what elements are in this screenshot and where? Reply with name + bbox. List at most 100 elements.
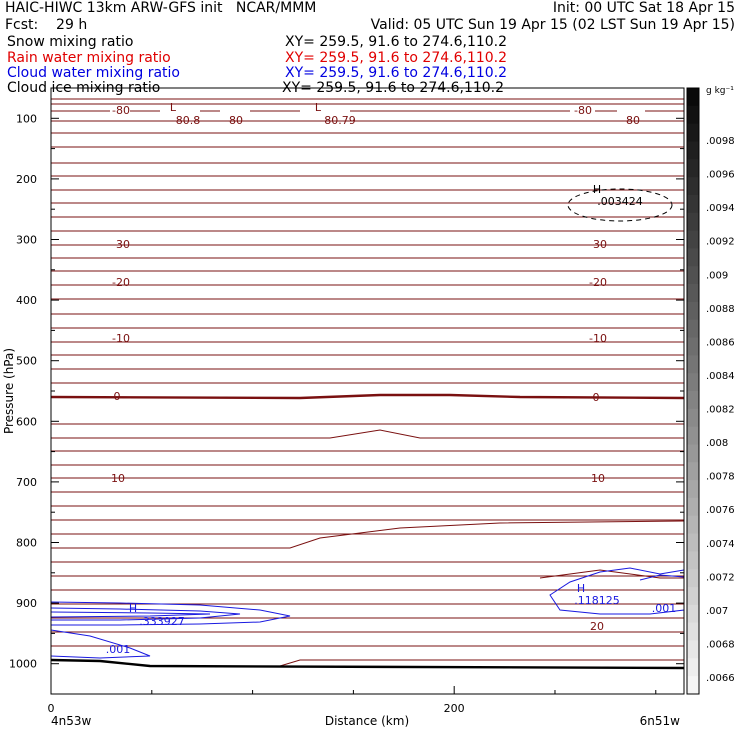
cloud-water-contour-line (50, 601, 291, 626)
colorbar-swatch (687, 676, 699, 695)
colorbar-swatch (687, 230, 699, 249)
colorbar-tick-label: .008 (706, 438, 728, 449)
cloud-water-contour-line (50, 611, 211, 618)
cloud-water-max-marker: H (129, 602, 137, 615)
cloud-water-contours (50, 188, 685, 659)
colorbar-swatch (687, 159, 699, 178)
colorbar-tick-label: .0082 (706, 405, 735, 416)
y-tick-label: 500 (16, 355, 37, 368)
y-tick-label: 300 (16, 234, 37, 247)
colorbar-swatch (687, 177, 699, 196)
freezing-level-line (50, 393, 685, 400)
contour-labels: -80-80-80-80-30 -30-20 -20-10 -100 010 1020L-… (106, 101, 677, 656)
init-time: Init: 00 UTC Sat 18 Apr 15 (552, 0, 735, 16)
temperature-label: -30 (112, 238, 130, 251)
colorbar-swatch (687, 444, 699, 463)
cloud-ice-max-marker: H (593, 183, 601, 196)
cloud-water-contour-line (50, 607, 241, 621)
temperature-label: 10 (591, 472, 605, 485)
colorbar-swatch (687, 88, 699, 107)
x-left-endpoint: 4n53w (51, 714, 92, 728)
colorbar-swatch (687, 319, 699, 339)
snow-field-xy: XY= 259.5, 91.6 to 274.6,110.2 (285, 34, 508, 50)
x-tick-label: 0 (48, 702, 55, 715)
colorbar-frame (686, 87, 700, 695)
x-right-endpoint: 6n51w (640, 714, 681, 728)
colorbar-tick-label: .0078 (706, 472, 735, 483)
temperature-label: -80 (112, 104, 130, 117)
cloud-water-contour-line (639, 574, 685, 581)
colorbar-swatch (687, 301, 699, 321)
colorbar-swatch (687, 569, 699, 588)
colorbar-swatch (687, 337, 699, 356)
colorbar-swatch (687, 266, 699, 285)
temperature-label: 20 (590, 620, 604, 633)
cloud-water-field-name: Cloud water mixing ratio (7, 65, 180, 81)
terrain-line (50, 658, 685, 670)
colorbar-tick-label: .0072 (706, 572, 735, 583)
y-axis-title: Pressure (hPa) (2, 348, 16, 434)
x-axis-title: Distance (km) (325, 714, 409, 728)
colorbar-swatch (687, 194, 699, 214)
temperature-label: -80 (622, 114, 640, 127)
colorbar-swatch (687, 533, 699, 552)
model-title: HAIC-HIWC 13km ARW-GFS init NCAR/MMM (5, 0, 317, 16)
colorbar-swatch (687, 105, 699, 125)
y-tick-label: 200 (16, 173, 37, 186)
y-tick-label: 1000 (9, 658, 37, 671)
colorbar-tick-label: .0096 (706, 170, 735, 181)
colorbar-tick-label: .0094 (706, 203, 735, 214)
colorbar-tick-label: .0068 (706, 639, 735, 650)
colorbar-tick-label: .0092 (706, 237, 735, 248)
colorbar-swatch (687, 123, 699, 142)
cloud-water-field-xy: XY= 259.5, 91.6 to 274.6,110.2 (285, 65, 508, 81)
colorbar-swatch (687, 212, 699, 232)
temperature-label: -10 (112, 332, 130, 345)
cloud-water-max-marker: H (577, 582, 585, 595)
temperature-label: -20 (589, 276, 607, 289)
colorbar-tick-label: .0088 (706, 304, 735, 315)
rain-field-name: Rain water mixing ratio (7, 50, 171, 66)
y-tick-label: 900 (16, 597, 37, 610)
colorbar-swatch (687, 391, 699, 410)
colorbar-tick-label: .0076 (706, 505, 735, 516)
colorbar-tick-label: .0074 (706, 539, 735, 550)
y-tick-label: 700 (16, 476, 37, 489)
valid-time: Valid: 05 UTC Sun 19 Apr 15 (02 LST Sun … (370, 17, 735, 33)
temperature-contour-line (279, 659, 684, 667)
colorbar-swatch (687, 480, 699, 499)
low-value: -80.79 (320, 114, 355, 127)
colorbar-swatch (687, 587, 699, 606)
colorbar-swatch (687, 141, 699, 160)
y-tick-label: 100 (16, 112, 37, 125)
cloud-ice-max-value: .003424 (597, 195, 643, 208)
temperature-label: 10 (111, 472, 125, 485)
colorbar-tick-label: .0084 (706, 371, 735, 382)
colorbar-tick-label: .0066 (706, 673, 735, 684)
temperature-label: -10 (589, 332, 607, 345)
colorbar-tick-label: .007 (706, 606, 728, 617)
colorbar-swatch (687, 658, 699, 677)
temperature-contour-line (51, 520, 685, 549)
cloud-water-contour-line (50, 629, 151, 659)
temperature-label: -80 (225, 114, 243, 127)
colorbar-swatch (687, 604, 699, 624)
low-marker: L (315, 101, 322, 114)
forecast-hour: Fcst: 29 h (5, 17, 88, 33)
cloud-ice-contour (567, 188, 673, 222)
temperature-label: -80 (574, 104, 592, 117)
colorbar-tick-label: .0086 (706, 337, 735, 348)
low-value: -80.8 (172, 114, 200, 127)
colorbar: .0098 .0096 .0094 .0092 .009 .0088 .0086 .0084.… (686, 86, 735, 695)
colorbar-swatch (687, 426, 699, 445)
colorbar-swatch (687, 497, 699, 517)
temperature-contours (50, 98, 685, 670)
colorbar-swatch (687, 622, 699, 642)
colorbar-tick-label: .0098 (706, 136, 735, 147)
rain-field-xy: XY= 259.5, 91.6 to 274.6,110.2 (285, 50, 508, 66)
x-tick-label: 200 (444, 702, 465, 715)
colorbar-swatch (687, 408, 699, 428)
colorbar-swatch (687, 462, 699, 481)
